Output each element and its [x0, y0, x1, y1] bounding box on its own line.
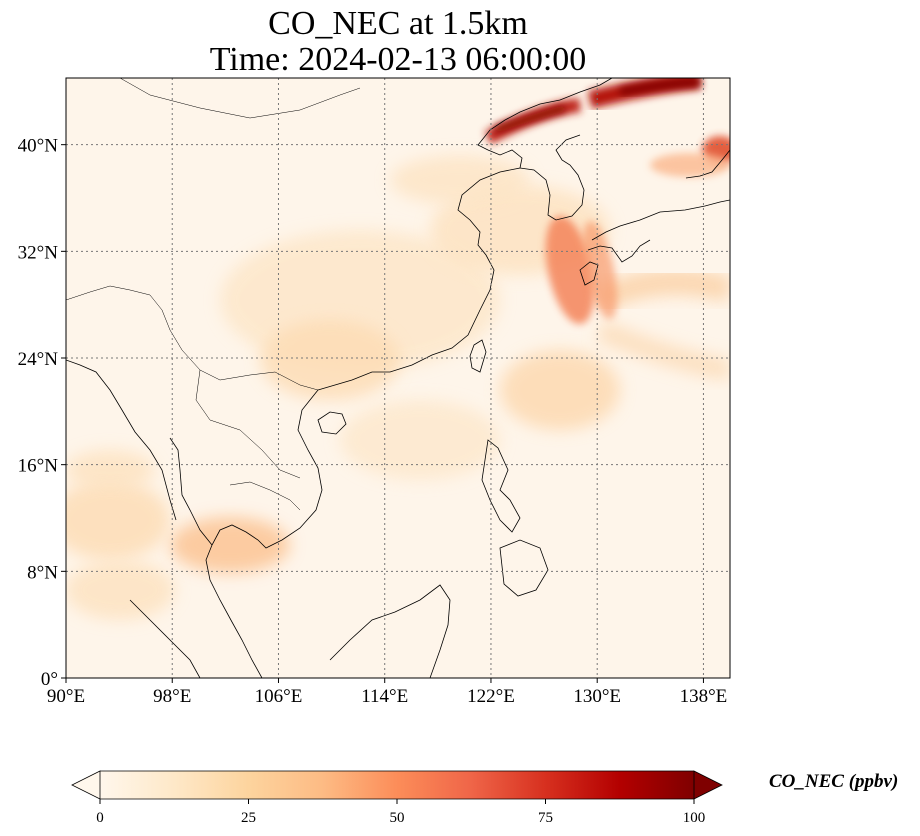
- coastlines: [66, 78, 730, 678]
- map-title: CO_NEC at 1.5km: [268, 5, 528, 42]
- lon-tick-label: 90°E: [47, 686, 85, 707]
- colorbar-tick-label: 0: [96, 810, 104, 826]
- colorbar: 0 25 50 75 100: [71, 770, 723, 826]
- lat-tick-label: 16°N: [18, 456, 59, 477]
- lat-tick-label: 8°N: [27, 562, 58, 583]
- map-subtitle-time: Time: 2024-02-13 06:00:00: [209, 41, 587, 78]
- colorbar-min-extend: [71, 770, 101, 800]
- lat-tick-label: 40°N: [18, 136, 59, 157]
- colorbar-ticks: 0 25 50 75 100: [96, 799, 705, 826]
- lon-tick-label: 98°E: [153, 686, 191, 707]
- lon-tick-labels: 90°E 98°E 106°E 114°E 122°E 130°E 138°E: [47, 686, 727, 707]
- lon-tick-label: 138°E: [680, 686, 728, 707]
- lon-tick-label: 130°E: [573, 686, 621, 707]
- concentration-field: [66, 78, 730, 678]
- lon-tick-label: 114°E: [361, 686, 408, 707]
- lon-tick-label: 122°E: [467, 686, 515, 707]
- lon-tick-label: 106°E: [255, 686, 303, 707]
- colorbar-max-extend: [693, 770, 723, 800]
- colorbar-tick-label: 50: [390, 810, 405, 826]
- colorbar-body: [100, 771, 694, 799]
- colorbar-label: CO_NEC (ppbv): [769, 771, 899, 792]
- lat-tick-label: 24°N: [18, 349, 59, 370]
- lat-tick-label: 32°N: [18, 242, 59, 263]
- lat-tick-label: 0°: [41, 669, 58, 690]
- lat-tick-labels: 0° 8°N 16°N 24°N 32°N 40°N: [18, 136, 59, 690]
- colorbar-tick-label: 100: [683, 810, 706, 826]
- colorbar-tick-label: 25: [241, 810, 256, 826]
- gridlines: [66, 78, 730, 678]
- axis-ticks: [61, 144, 704, 683]
- plot-frame: [65, 77, 731, 679]
- colorbar-tick-label: 75: [538, 810, 553, 826]
